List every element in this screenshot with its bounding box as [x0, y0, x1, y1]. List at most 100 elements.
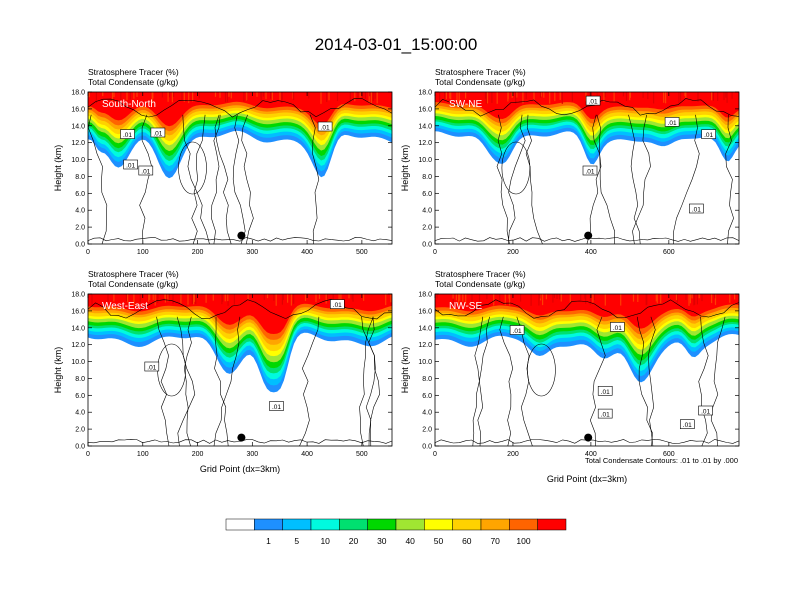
y-tick-label: 6.0: [75, 393, 85, 400]
tracer-streak: [315, 294, 317, 303]
tracer-streak: [362, 92, 364, 98]
tracer-streak: [685, 294, 687, 300]
tracer-streak: [559, 294, 561, 300]
tracer-streak: [452, 294, 454, 306]
colorbar-label: 20: [349, 536, 359, 546]
tracer-streak: [465, 294, 467, 304]
tracer-streak: [449, 92, 451, 99]
x-axis: 0 200 400 600 Grid Point (dx=3km): [433, 294, 675, 484]
contour-line: [182, 114, 210, 245]
location-marker: [584, 433, 593, 442]
tracer-streak: [221, 294, 223, 299]
tracer-streak: [471, 294, 473, 303]
svg-text:.01: .01: [613, 325, 622, 332]
tracer-streak: [152, 294, 154, 300]
tracer-band-100: [88, 92, 392, 127]
tracer-streak: [647, 92, 649, 100]
tracer-streak: [504, 294, 506, 305]
tracer-streak: [279, 92, 281, 101]
y-tick-label: 4.0: [75, 208, 85, 215]
y-tick-label: 0.0: [422, 444, 432, 451]
y-tick-label: 18.0: [71, 292, 85, 299]
figure-title: 2014-03-01_15:00:00: [315, 35, 478, 54]
contour-label: .01: [679, 419, 695, 429]
contour-label: .01: [698, 405, 713, 416]
tracer-streak: [265, 92, 267, 100]
tracer-streak: [348, 294, 350, 299]
tracer-field: [88, 92, 392, 179]
y-tick-label: 12.0: [71, 140, 85, 147]
colorbar-swatch: [339, 518, 368, 531]
y-tick-label: 4.0: [422, 208, 432, 215]
tracer-streak: [107, 294, 109, 302]
contour-line: [213, 316, 241, 447]
panel-title-condensate: Total Condensate (g/kg): [435, 279, 525, 289]
y-tick-label: 10.0: [418, 359, 432, 366]
tracer-streak: [219, 92, 221, 98]
panels: Stratosphere Tracer (%)Total Condensate …: [53, 67, 740, 484]
panel-title-condensate: Total Condensate (g/kg): [435, 77, 525, 87]
tracer-streak: [725, 92, 727, 98]
contour-line: [214, 114, 232, 245]
tracer-field: [435, 294, 739, 383]
surface-contour: [87, 438, 393, 444]
condensate-contours: [87, 97, 393, 245]
tracer-streak: [540, 294, 542, 301]
colorbar-label: 50: [434, 536, 444, 546]
tracer-streak: [228, 92, 230, 97]
svg-text:.01: .01: [668, 120, 677, 127]
tracer-streak: [560, 294, 562, 302]
tracer-streak: [694, 294, 696, 305]
tracer-streak: [161, 92, 163, 98]
panel-title-tracer: Stratosphere Tracer (%): [435, 67, 526, 77]
tracer-streak: [224, 92, 227, 103]
tracer-streak: [455, 294, 457, 301]
tracer-streak: [368, 92, 370, 104]
x-tick-label: 500: [356, 451, 368, 458]
tracer-streak: [731, 92, 733, 99]
panel-title-condensate: Total Condensate (g/kg): [88, 77, 178, 87]
tracer-streak: [282, 294, 284, 300]
svg-text:.01: .01: [333, 302, 342, 309]
contour-note: Total Condensate Contours: .01 to .01 by…: [585, 456, 738, 465]
tracer-streak: [712, 92, 714, 101]
svg-text:.01: .01: [321, 125, 330, 132]
colorbar-swatch: [367, 518, 397, 531]
colorbar-swatch: [254, 518, 283, 531]
tracer-streak: [603, 92, 605, 103]
surface-contour: [87, 236, 393, 242]
svg-text:.01: .01: [601, 389, 610, 396]
svg-text:.01: .01: [513, 328, 522, 335]
y-axis-label: Height (km): [53, 145, 63, 192]
y-tick-label: 8.0: [422, 174, 432, 181]
tracer-streak: [390, 294, 392, 303]
svg-text:.01: .01: [126, 163, 135, 170]
tracer-streak: [191, 294, 193, 300]
y-tick-label: 2.0: [422, 225, 432, 232]
tracer-streak: [499, 294, 501, 302]
contour-line: [525, 114, 543, 245]
tracer-streak: [198, 92, 200, 99]
tracer-streak: [584, 294, 586, 299]
contour-line: [309, 114, 320, 245]
tracer-streak: [95, 92, 97, 104]
tracer-streak: [363, 294, 365, 301]
tracer-streak: [484, 92, 487, 99]
contour-line: [211, 114, 221, 245]
x-axis: 0 200 400 600: [433, 92, 675, 256]
contour-label: .01: [610, 322, 625, 332]
tracer-streak: [458, 294, 460, 305]
y-tick-label: 8.0: [75, 376, 85, 383]
tracer-streak: [622, 92, 624, 97]
panel-label: West-East: [102, 301, 148, 312]
tracer-streak: [188, 92, 190, 104]
tracer-streak: [511, 92, 513, 98]
y-tick-label: 4.0: [75, 410, 85, 417]
tracer-streak: [539, 92, 542, 98]
x-tick-label: 300: [246, 249, 258, 256]
tracer-streak: [589, 92, 591, 99]
contour-line: [496, 114, 510, 245]
tracer-streak: [729, 294, 731, 303]
x-tick-label: 400: [301, 249, 313, 256]
tracer-streak: [167, 294, 169, 302]
